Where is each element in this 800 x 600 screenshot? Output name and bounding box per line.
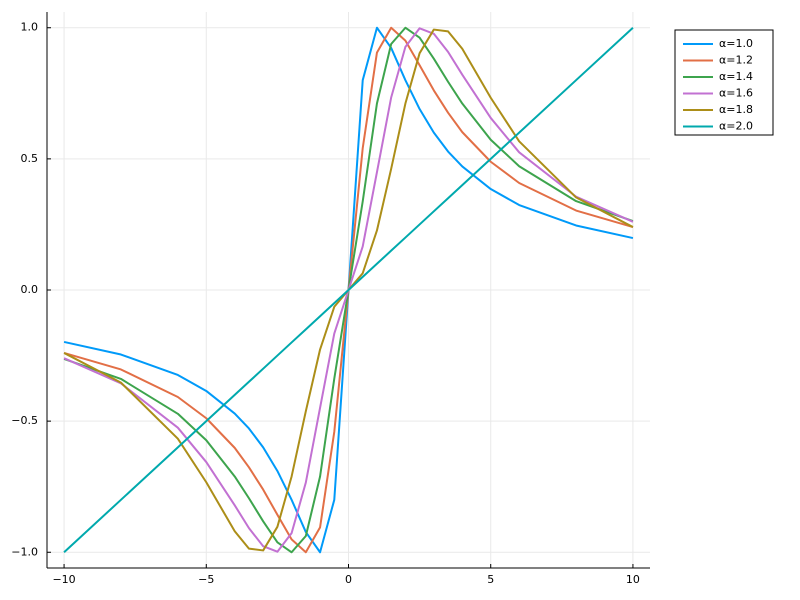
y-tick-label: 0.5 — [21, 152, 39, 165]
x-tick-label: 10 — [626, 573, 640, 586]
legend-label: α=1.4 — [719, 70, 753, 83]
legend-label: α=1.0 — [719, 37, 753, 50]
legend-label: α=2.0 — [719, 120, 753, 133]
legend-label: α=1.2 — [719, 54, 753, 67]
x-tick-label: 5 — [487, 573, 494, 586]
legend-label: α=1.8 — [719, 103, 753, 116]
legend-label: α=1.6 — [719, 87, 753, 100]
y-tick-label: −1.0 — [11, 545, 38, 558]
y-tick-label: −0.5 — [11, 414, 38, 427]
y-tick-label: 0.0 — [21, 283, 39, 296]
x-tick-label: −5 — [198, 573, 214, 586]
x-tick-label: 0 — [345, 573, 352, 586]
x-tick-label: −10 — [52, 573, 75, 586]
y-tick-label: 1.0 — [21, 21, 39, 34]
series-line — [63, 27, 634, 553]
legend-box — [674, 29, 774, 136]
